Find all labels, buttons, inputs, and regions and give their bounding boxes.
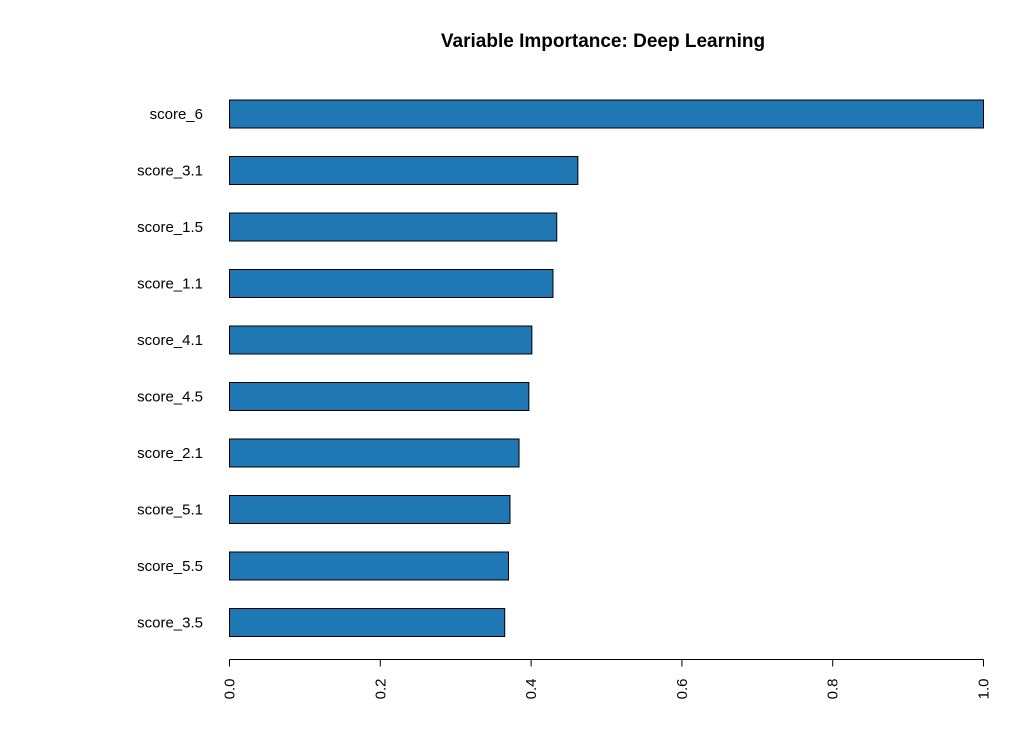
x-tick-label: 1.0 [976, 679, 993, 700]
bar-score-1-5 [229, 212, 558, 242]
category-label: score_4.1 [137, 332, 203, 349]
x-tick-label: 0.4 [523, 679, 540, 700]
category-label: score_2.1 [137, 445, 203, 462]
bar-score-5-1 [229, 495, 511, 524]
x-tick-label: 0.2 [372, 679, 389, 700]
x-tick-label: 0.8 [825, 679, 842, 700]
category-label: score_1.1 [137, 276, 203, 293]
chart-title: Variable Importance: Deep Learning [441, 31, 765, 52]
category-label: score_6 [150, 106, 203, 123]
x-tick-label: 0.6 [674, 679, 691, 700]
x-tick-label: 0.0 [222, 679, 239, 700]
category-label: score_5.1 [137, 502, 203, 519]
bars-group [229, 99, 984, 637]
category-label: score_4.5 [137, 389, 203, 406]
bar-score-5-5 [229, 551, 509, 581]
bar-score-4-1 [229, 325, 533, 355]
category-label: score_3.1 [137, 163, 203, 180]
bar-score-6 [229, 99, 984, 129]
bar-score-3-1 [229, 156, 579, 185]
category-label: score_5.5 [137, 558, 203, 575]
x-axis: 0.0 0.2 0.4 0.6 0.8 1.0 [222, 659, 993, 700]
bar-score-3-5 [229, 608, 506, 637]
bar-score-2-1 [229, 438, 520, 468]
category-labels: score_6 score_3.1 score_1.5 score_1.1 score_… [137, 106, 203, 632]
bar-score-1-1 [229, 269, 554, 298]
bar-score-4-5 [229, 382, 530, 411]
category-label: score_3.5 [137, 615, 203, 632]
category-label: score_1.5 [137, 219, 203, 236]
